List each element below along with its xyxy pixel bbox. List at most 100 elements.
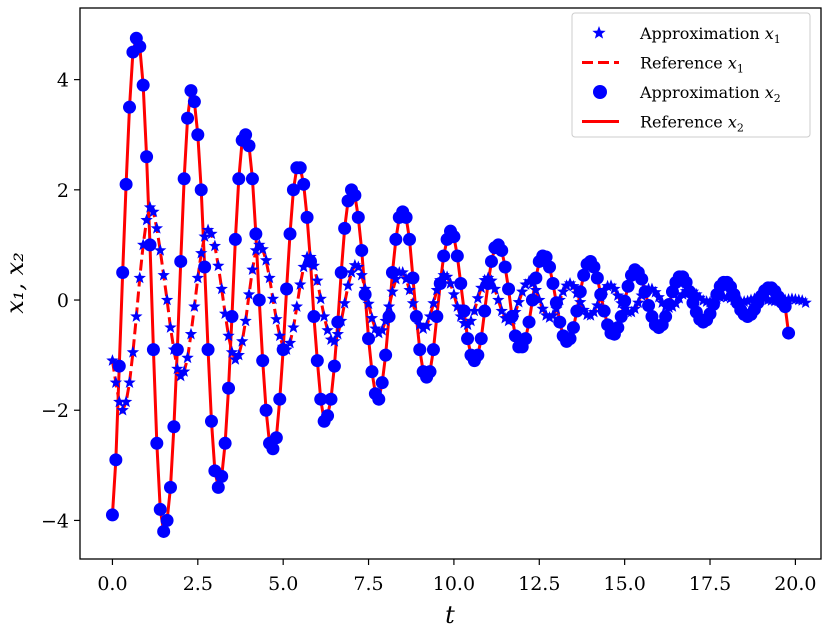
approximation-x1-point: [208, 239, 222, 252]
x-tick-label: 0.0: [97, 573, 127, 595]
approximation-x1-point: [741, 294, 754, 307]
approximation-x2-point: [782, 326, 796, 340]
legend-entry: Reference x2: [582, 113, 744, 135]
approximation-x2-point: [324, 392, 338, 406]
approximation-x1-point: [143, 200, 157, 213]
y-axis-ticks: −4 −2 0 2 4: [41, 70, 80, 532]
approximation-x1-point: [536, 302, 549, 315]
approximation-x2-point: [481, 277, 495, 290]
approximation-x1-point: [649, 285, 662, 298]
approximation-x2-point: [529, 271, 543, 285]
approximation-x2-point: [225, 310, 239, 324]
approximation-x1-point: [294, 278, 307, 290]
approximation-x1-point: [451, 300, 464, 312]
approximation-x1-point: [386, 285, 399, 298]
approximation-x1-point: [369, 322, 382, 334]
approximation-x2-point: [594, 288, 608, 302]
y-tick-label: −4: [41, 510, 69, 532]
approximation-x2-point: [266, 442, 280, 456]
approximation-x2-point: [662, 297, 676, 311]
approximation-x1-point: [225, 345, 239, 358]
approximation-x1-point: [461, 318, 474, 331]
approximation-x2-point: [153, 502, 167, 516]
approximation-x2-point: [160, 513, 174, 527]
approximation-x1-point: [160, 293, 174, 306]
approximation-x2-point: [403, 232, 417, 246]
approximation-x2-point: [618, 294, 632, 308]
approximation-x2-point: [222, 381, 236, 395]
approximation-x1-point: [676, 288, 689, 300]
approximation-x2-point: [433, 277, 447, 290]
approximation-x1-point: [498, 311, 512, 324]
approximation-x2-point: [484, 254, 498, 268]
approximation-x2-point: [450, 249, 464, 263]
approximation-x1-point: [628, 302, 642, 315]
approximation-x2-point: [218, 436, 232, 450]
approximation-x2-point: [498, 260, 512, 274]
legend-circle-marker: [593, 85, 607, 99]
approximation-x2-point: [276, 343, 290, 357]
approximation-x2-point: [365, 365, 379, 379]
approximation-x2-point: [181, 111, 195, 125]
approximation-x2-point: [457, 304, 471, 318]
approximation-x2-point: [300, 210, 314, 224]
approximation-x2-point: [143, 238, 157, 252]
approximation-x2-point: [116, 265, 130, 279]
approximation-x1-point: [345, 265, 358, 278]
approximation-x2-point: [327, 359, 341, 373]
approximation-x2-point: [204, 414, 218, 428]
approximation-x2-point: [239, 128, 253, 142]
approximation-x1-point: [348, 258, 362, 271]
approximation-x2-point: [471, 348, 485, 362]
approximation-x1-point: [427, 296, 440, 309]
approximation-x1-point: [533, 293, 546, 306]
approximation-x2-point: [543, 260, 557, 274]
approximation-x1-point: [283, 336, 297, 349]
approximation-x2-point: [242, 139, 256, 153]
approximation-x2-point: [232, 172, 246, 186]
approximation-x1-point: [164, 321, 177, 333]
approximation-x1-point: [492, 293, 505, 306]
approximation-x1-point: [799, 296, 812, 309]
approximation-x1-point: [239, 314, 252, 327]
approximation-x2-point: [587, 260, 601, 274]
x-tick-label: 17.5: [689, 573, 731, 595]
approximation-x1-point: [376, 323, 389, 336]
approximation-x2-point: [447, 230, 461, 244]
approximation-x2-point: [590, 271, 604, 285]
approximation-x2-point: [334, 265, 348, 279]
x-axis-title: t: [445, 601, 455, 629]
approximation-x1-point: [618, 302, 631, 315]
approximation-x1-point: [399, 272, 413, 285]
approximation-x1-point: [119, 395, 133, 408]
x-tick-label: 5.0: [268, 573, 298, 595]
approximation-x1-point: [253, 238, 266, 251]
approximation-x2-point: [167, 420, 181, 434]
approximation-x2-point: [184, 84, 198, 98]
approximation-x2-point: [105, 508, 119, 522]
approximation-x1-point: [413, 318, 426, 331]
approximation-x1-point: [341, 279, 355, 291]
approximation-x2-series: [105, 31, 796, 538]
approximation-x2-point: [157, 524, 171, 538]
approximation-x1-point: [338, 296, 351, 309]
approximation-x1-point: [191, 271, 204, 284]
approximation-x2-point: [454, 277, 468, 290]
approximation-x2-point: [399, 210, 413, 224]
approximation-x1-point: [328, 334, 341, 347]
approximation-x1-point: [464, 314, 478, 327]
approximation-x2-point: [163, 480, 177, 494]
approximation-x2-point: [355, 243, 369, 257]
approximation-x1-point: [591, 299, 604, 311]
legend-entry: Approximation x2: [593, 83, 781, 105]
approximation-x1-point: [273, 329, 286, 342]
approximation-x2-point: [621, 279, 635, 293]
x-tick-label: 15.0: [603, 573, 645, 595]
approximation-x2-point: [549, 296, 563, 310]
approximation-x2-point: [577, 268, 591, 282]
approximation-x1-point: [246, 263, 259, 275]
approximation-x2-point: [379, 348, 393, 362]
approximation-x2-point: [659, 310, 673, 324]
approximation-x2-point: [426, 343, 440, 357]
approximation-x1-point: [126, 345, 140, 358]
